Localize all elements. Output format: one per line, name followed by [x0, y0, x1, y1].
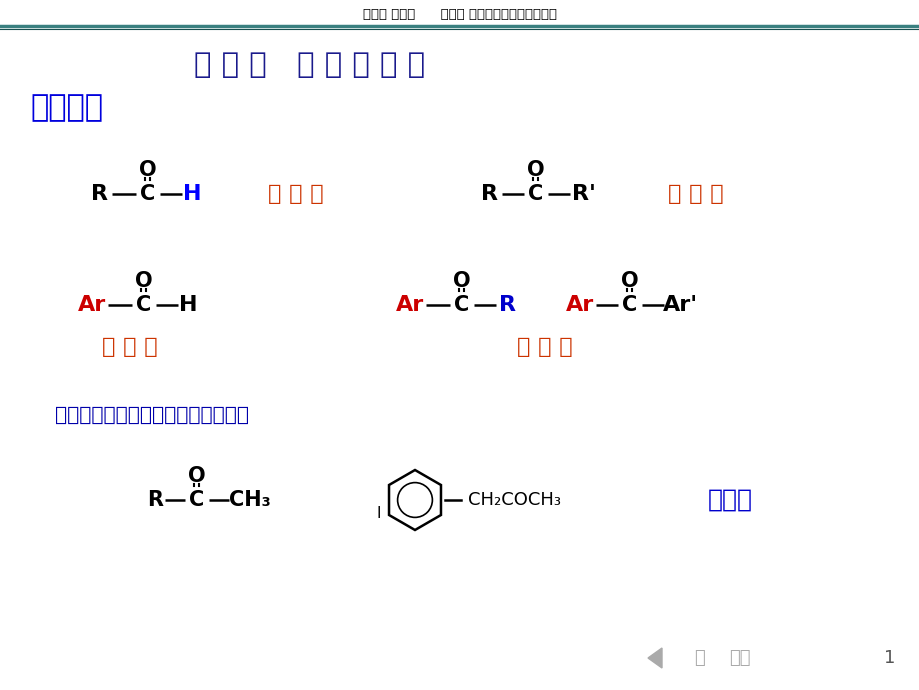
Text: C: C — [528, 184, 543, 204]
Text: R: R — [481, 184, 498, 204]
Text: O: O — [135, 271, 153, 291]
Text: 芳 香 酮: 芳 香 酮 — [516, 337, 573, 357]
Text: O: O — [139, 160, 156, 180]
Text: O: O — [620, 271, 638, 291]
Text: 一、分类: 一、分类 — [30, 94, 103, 123]
Text: Ar': Ar' — [662, 295, 697, 315]
Text: O: O — [453, 271, 471, 291]
Text: 1: 1 — [883, 649, 895, 667]
Text: 第九章 醒和酮      第一节 分类和命名（一、分类）: 第九章 醒和酮 第一节 分类和命名（一、分类） — [363, 8, 556, 21]
Text: 第 一 节   分 类 和 命 名: 第 一 节 分 类 和 命 名 — [194, 51, 425, 79]
Text: 页: 页 — [694, 649, 705, 667]
Text: H: H — [183, 184, 201, 204]
Polygon shape — [647, 648, 662, 668]
Text: C: C — [189, 490, 204, 510]
Text: H: H — [178, 295, 197, 315]
Text: 脂 肪 醒: 脂 肪 醒 — [267, 184, 323, 204]
Text: CH₃: CH₃ — [229, 490, 270, 510]
Text: C: C — [136, 295, 152, 315]
Text: C: C — [454, 295, 469, 315]
Text: O: O — [188, 466, 206, 486]
Text: 芳香醒酮的羰基直接连在芳香环上。: 芳香醒酮的羰基直接连在芳香环上。 — [55, 406, 249, 424]
Text: Ar: Ar — [395, 295, 424, 315]
Text: Ar: Ar — [565, 295, 594, 315]
Text: CH₂COCH₃: CH₂COCH₃ — [468, 491, 561, 509]
Text: Ar: Ar — [78, 295, 106, 315]
Text: R: R — [499, 295, 516, 315]
Text: 脂 肪 酮: 脂 肪 酮 — [667, 184, 723, 204]
Text: 甲基酮: 甲基酮 — [707, 488, 752, 512]
Text: R: R — [147, 490, 163, 510]
Text: R': R' — [572, 184, 596, 204]
Text: O: O — [527, 160, 544, 180]
Text: 前页: 前页 — [729, 649, 750, 667]
Text: C: C — [621, 295, 637, 315]
Text: I: I — [377, 506, 380, 522]
Text: 芳 香 醒: 芳 香 醒 — [102, 337, 158, 357]
Text: C: C — [141, 184, 155, 204]
Text: R: R — [91, 184, 108, 204]
